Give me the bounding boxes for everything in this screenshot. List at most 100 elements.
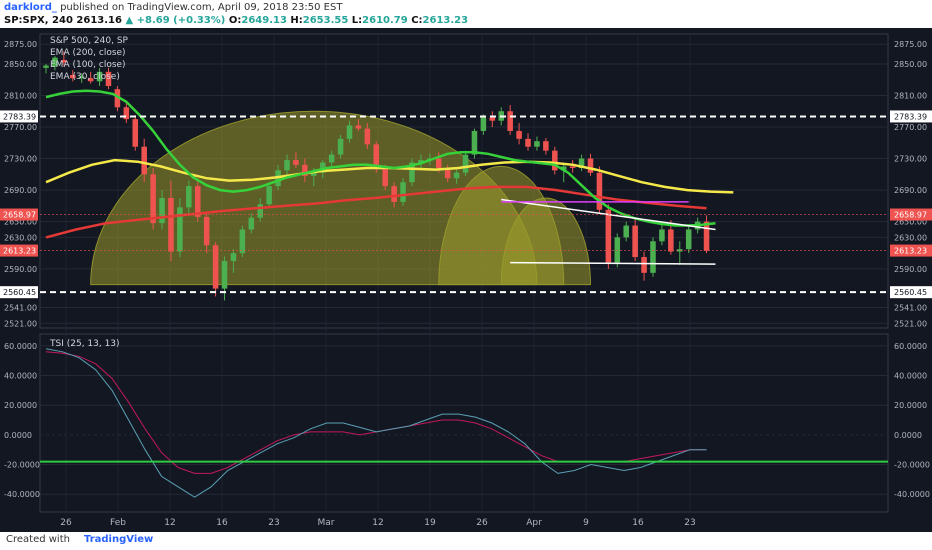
candle-body — [543, 141, 549, 151]
price-tag-right — [890, 208, 932, 221]
candles[interactable] — [43, 51, 710, 301]
candle-body — [659, 229, 665, 242]
candle-body — [96, 71, 103, 82]
legend-ema30: EMA (30, close) — [50, 72, 120, 82]
ema200-line — [45, 185, 707, 239]
candle-body — [257, 204, 263, 218]
x-tick-label: 12 — [164, 518, 175, 528]
candle-body — [507, 111, 513, 131]
candle-body — [159, 197, 165, 224]
price-tag-right — [890, 244, 932, 257]
candle-body — [516, 130, 522, 139]
publish-line: darklord_ published on TradingView.com, … — [4, 2, 342, 13]
y-tick-right: 2850.00 — [894, 60, 927, 69]
tsi-pane — [40, 348, 888, 498]
candle-body — [703, 221, 710, 251]
candle-body — [382, 167, 388, 187]
legend-tsi: TSI (25, 13, 13) — [49, 339, 120, 349]
c-label: C: — [411, 15, 423, 26]
y-tick-right: 2875.00 — [894, 40, 927, 49]
candle-body — [668, 229, 674, 252]
candle-body — [87, 78, 94, 82]
y-tick-left: 2770.00 — [4, 123, 37, 132]
x-tick-label: 16 — [216, 518, 228, 528]
low-value: 2610.79 — [362, 15, 408, 26]
y-tick-left: 2521.00 — [4, 319, 37, 328]
axes: 2875.00 2875.00 2850.00 2850.00 2810.00 2810.… — [0, 40, 932, 528]
y-tick-right: 2541.00 — [894, 304, 927, 313]
candle-body — [150, 174, 156, 224]
candle-body — [221, 261, 228, 289]
price-tag-left-text: 2783.39 — [3, 112, 36, 121]
y-tick-right: 2650.00 — [894, 218, 927, 227]
candle-body — [471, 130, 478, 155]
tradingview-logo[interactable]: TradingView — [84, 534, 154, 545]
candle-body — [319, 162, 326, 173]
candle-body — [632, 225, 638, 258]
o-label: O: — [228, 15, 242, 26]
tsi-tick-right: 40.0000 — [894, 372, 927, 381]
candle-body — [364, 128, 371, 145]
chart-area[interactable]: 2875.00 2875.00 2850.00 2850.00 2810.00 2810.… — [0, 28, 932, 532]
price-tag-left — [0, 208, 38, 221]
candle-body — [194, 186, 201, 217]
candle-body — [186, 186, 192, 208]
candle-body — [141, 146, 147, 175]
candle-body — [489, 117, 496, 121]
y-tick-left: 2650.00 — [4, 218, 37, 227]
candle-body — [418, 160, 424, 163]
high-value: 2653.55 — [302, 15, 349, 26]
candle-body — [230, 253, 237, 262]
price-tag-left — [0, 110, 38, 123]
x-tick-label: Apr — [526, 518, 542, 528]
created-with: Created with — [6, 534, 70, 545]
candle-body — [677, 249, 683, 252]
x-tick-label: 19 — [424, 518, 436, 528]
candle-body — [293, 160, 299, 165]
y-tick-left: 2590.00 — [4, 265, 37, 274]
x-tick-label: 16 — [632, 518, 644, 528]
y-tick-right: 2521.00 — [894, 319, 927, 328]
price-tag-right-text: 2783.39 — [894, 112, 927, 121]
author-link[interactable]: darklord_ — [4, 2, 57, 13]
x-tick-label: 23 — [684, 518, 695, 528]
y-tick-left: 2541.00 — [4, 304, 37, 313]
price-tag-right-text: 2560.45 — [894, 288, 927, 297]
candle-body — [560, 166, 567, 171]
candle-body — [391, 186, 397, 202]
y-tick-right: 2590.00 — [894, 265, 927, 274]
candle-body — [596, 172, 603, 210]
tsi-line — [45, 348, 707, 498]
candle-body — [337, 138, 344, 155]
candle-body — [587, 158, 594, 173]
tsi-tick-left: 60.0000 — [4, 342, 37, 351]
candle-body — [462, 154, 469, 173]
candle-body — [302, 164, 308, 176]
candle-body — [123, 107, 130, 120]
chart-svg[interactable]: 2875.00 2875.00 2850.00 2850.00 2810.00 2810.… — [0, 28, 932, 532]
price-tag-left-text: 2613.23 — [3, 247, 36, 256]
candle-body — [453, 172, 460, 179]
tsi-tick-right: -20.0000 — [894, 461, 930, 470]
y-tick-left: 2630.00 — [4, 233, 37, 242]
candle-body — [435, 158, 442, 168]
symbol-line: SP:SPX, 240 2613.16 ▲ +8.69 (+0.33%) O:2… — [4, 15, 468, 26]
candle-body — [114, 89, 121, 108]
candle-body — [534, 141, 540, 147]
y-tick-right: 2730.00 — [894, 155, 927, 164]
y-tick-right: 2690.00 — [894, 186, 927, 195]
last-price: 2613.16 — [76, 15, 122, 26]
candle-body — [43, 65, 49, 68]
x-tick-label: Mar — [318, 518, 335, 528]
legend-title: S&P 500, 240, SP — [50, 36, 129, 46]
y-tick-right: 2810.00 — [894, 91, 927, 100]
legend-ema100: EMA (100, close) — [50, 60, 126, 70]
tsi-tick-left: 40.0000 — [4, 372, 37, 381]
tsi-tick-left: -20.0000 — [4, 461, 40, 470]
candle-body — [623, 225, 629, 238]
price-tag-right — [890, 286, 932, 299]
ema30-line — [45, 89, 716, 227]
tsi-tick-right: 20.0000 — [894, 401, 927, 410]
price-change: ▲ +8.69 (+0.33%) — [125, 15, 226, 26]
candle-body — [248, 217, 255, 230]
